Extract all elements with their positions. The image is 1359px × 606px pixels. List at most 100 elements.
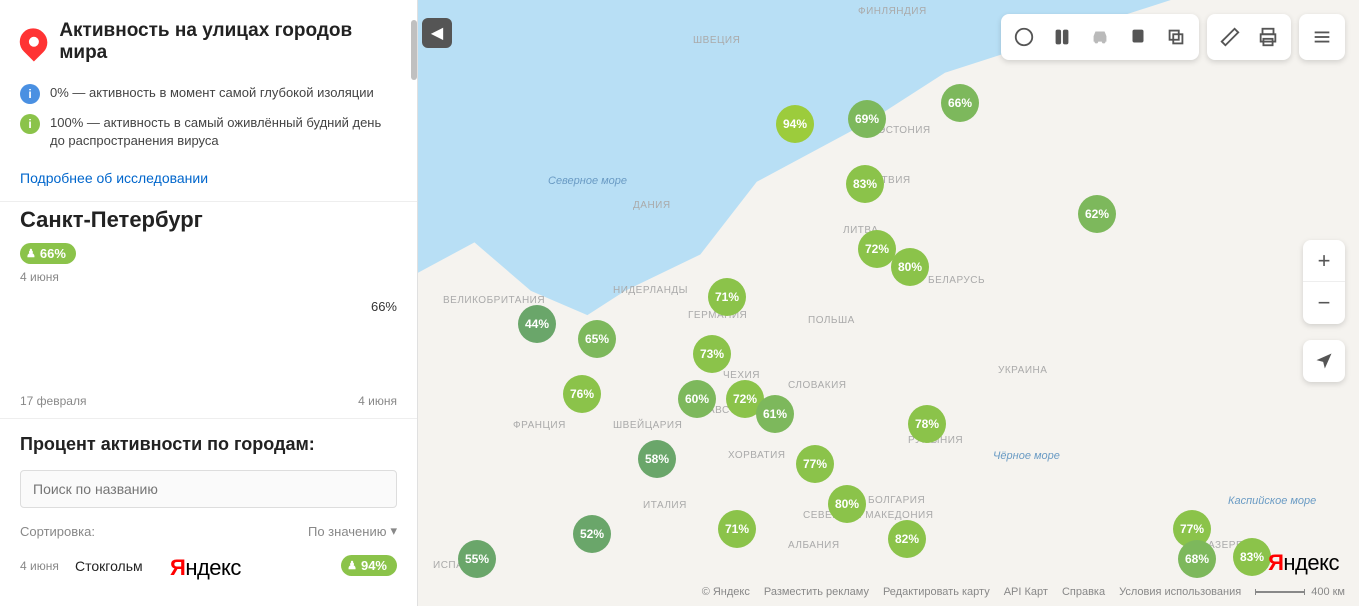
map-marker[interactable]: 66% (941, 84, 979, 122)
locate-button[interactable] (1303, 340, 1345, 382)
person-icon: ♟ (26, 247, 36, 260)
menu-icon[interactable] (1303, 18, 1341, 56)
sea-label: Северное море (548, 175, 627, 187)
legend-item-0: i 0% — активность в момент самой глубоко… (20, 84, 397, 104)
chart-end-date: 4 июня (358, 394, 397, 408)
legend-text-1: 100% — активность в самый оживлённый буд… (50, 114, 397, 150)
map-marker[interactable]: 69% (848, 100, 886, 138)
zoom-control: + − (1303, 240, 1345, 324)
zoom-out-button[interactable]: − (1303, 282, 1345, 324)
chart-start-date: 17 февраля (20, 394, 86, 408)
page-title: Активность на улицах городов мира (59, 20, 397, 64)
zoom-in-button[interactable]: + (1303, 240, 1345, 282)
map-marker[interactable]: 68% (1178, 540, 1216, 578)
map-marker[interactable]: 65% (578, 320, 616, 358)
activity-title: Процент активности по городам: (20, 434, 397, 455)
footer-terms[interactable]: Условия использования (1119, 586, 1241, 598)
person-icon: ♟ (347, 559, 357, 572)
country-label: БОЛГАРИЯ (868, 495, 925, 506)
map-marker[interactable]: 83% (1233, 538, 1271, 576)
header: Активность на улицах городов мира (0, 0, 417, 74)
map-footer: © Яндекс Разместить рекламу Редактироват… (702, 586, 1345, 598)
legend-item-1: i 100% — активность в самый оживлённый б… (20, 114, 397, 150)
map-marker[interactable]: 62% (1078, 195, 1116, 233)
circle-tool-icon[interactable] (1005, 18, 1043, 56)
country-label: ДАНИЯ (633, 200, 671, 211)
map-marker[interactable]: 61% (756, 395, 794, 433)
country-label: ВЕЛИКОБРИТАНИЯ (443, 295, 545, 306)
ruler-tool-icon[interactable] (1211, 18, 1249, 56)
country-label: СЛОВАКИЯ (788, 380, 846, 391)
map-marker[interactable]: 71% (718, 510, 756, 548)
map-marker[interactable]: 58% (638, 440, 676, 478)
map-marker[interactable]: 44% (518, 305, 556, 343)
country-label: ИТАЛИЯ (643, 500, 687, 511)
country-label: БЕЛАРУСЬ (928, 275, 985, 286)
map-marker[interactable]: 83% (846, 165, 884, 203)
map-marker[interactable]: 55% (458, 540, 496, 578)
footer-api[interactable]: API Карт (1004, 586, 1048, 598)
info-icon: i (20, 84, 40, 104)
footer-copyright[interactable]: © Яндекс (702, 586, 750, 598)
sort-dropdown[interactable]: По значению ▾ (308, 523, 397, 539)
country-label: СЕВЕРНАЯ МАКЕДОНИЯ (803, 510, 933, 521)
country-label: ШВЕЙЦАРИЯ (613, 420, 682, 431)
map-marker[interactable]: 77% (796, 445, 834, 483)
tool-group-actions (1207, 14, 1291, 60)
row-badge: ♟ 94% (341, 555, 397, 576)
map-marker[interactable]: 94% (776, 105, 814, 143)
country-label: ХОРВАТИЯ (728, 450, 786, 461)
sea-label: Чёрное море (993, 450, 1060, 462)
layers-tool-icon[interactable] (1157, 18, 1195, 56)
country-label: ФИНЛЯНДИЯ (858, 6, 927, 17)
yandex-logo[interactable]: Яндекс (170, 555, 241, 581)
chart-top-label: 66% (20, 299, 397, 314)
map[interactable]: ◀ + − Северное море Чёрное море (418, 0, 1359, 606)
badge-value: 66% (40, 246, 66, 261)
map-marker[interactable]: 71% (708, 278, 746, 316)
activity-icon: i (20, 114, 40, 134)
footer-ads[interactable]: Разместить рекламу (764, 586, 869, 598)
tool-group-layers (1001, 14, 1199, 60)
sea-label: Каспийское море (1228, 495, 1316, 507)
country-label: ШВЕЦИЯ (693, 35, 740, 46)
footer-help[interactable]: Справка (1062, 586, 1105, 598)
transit-tool-icon[interactable] (1119, 18, 1157, 56)
row-date: 4 июня (20, 559, 75, 573)
tool-group-menu (1299, 14, 1345, 60)
row-value: 94% (361, 558, 387, 573)
legend-text-0: 0% — активность в момент самой глубокой … (50, 84, 374, 102)
activity-chart: 66% 17 февраля 4 июня (0, 299, 417, 418)
scale-bar (1255, 591, 1305, 593)
yandex-logo-map[interactable]: Яндекс (1268, 550, 1339, 576)
map-marker[interactable]: 78% (908, 405, 946, 443)
chart-axis: 17 февраля 4 июня (20, 394, 397, 408)
car-tool-icon[interactable] (1081, 18, 1119, 56)
map-marker[interactable]: 76% (563, 375, 601, 413)
research-link[interactable]: Подробнее об исследовании (0, 170, 417, 201)
country-label: УКРАИНА (998, 365, 1047, 376)
map-marker[interactable]: 80% (891, 248, 929, 286)
map-marker[interactable]: 52% (573, 515, 611, 553)
chart-bars (20, 318, 397, 388)
traffic-tool-icon[interactable] (1043, 18, 1081, 56)
footer-edit[interactable]: Редактировать карту (883, 586, 990, 598)
country-label: ФРАНЦИЯ (513, 420, 566, 431)
sidebar-scrollbar[interactable] (411, 20, 417, 80)
collapse-sidebar-button[interactable]: ◀ (422, 18, 452, 48)
toolbar (1001, 14, 1345, 60)
country-label: АЛБАНИЯ (788, 540, 840, 551)
legend: i 0% — активность в момент самой глубоко… (0, 74, 417, 170)
map-marker[interactable]: 80% (828, 485, 866, 523)
activity-badge: ♟ 66% (20, 243, 76, 264)
country-label: ЭСТОНИЯ (878, 125, 931, 136)
map-marker[interactable]: 60% (678, 380, 716, 418)
pin-icon (14, 22, 53, 61)
map-marker[interactable]: 82% (888, 520, 926, 558)
scale-text: 400 км (1311, 586, 1345, 598)
print-tool-icon[interactable] (1249, 18, 1287, 56)
map-marker[interactable]: 73% (693, 335, 731, 373)
city-name: Санкт-Петербург (20, 207, 397, 233)
map-marker[interactable]: 72% (858, 230, 896, 268)
search-input[interactable] (20, 470, 397, 508)
